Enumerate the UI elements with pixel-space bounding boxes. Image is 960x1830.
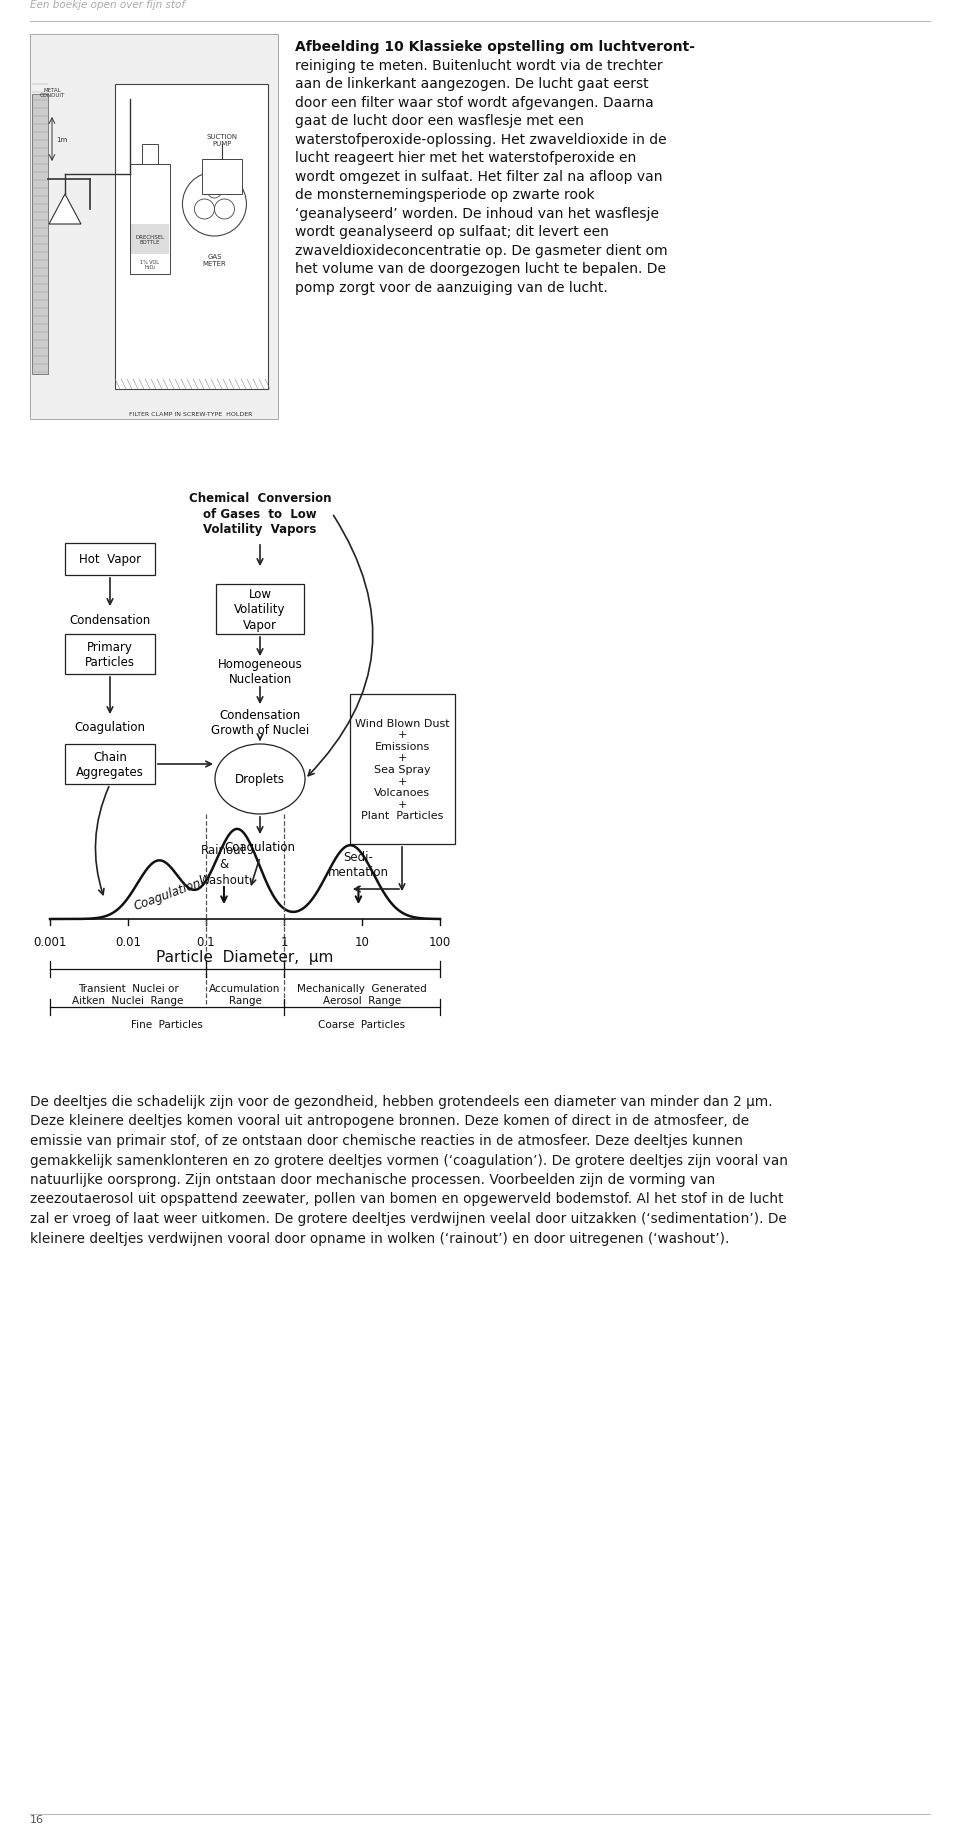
Text: Primary
Particles: Primary Particles <box>85 640 135 668</box>
Bar <box>32 95 48 375</box>
Text: 1: 1 <box>280 935 288 948</box>
Bar <box>65 544 155 576</box>
Text: 1% VOL
H₂O₂: 1% VOL H₂O₂ <box>140 260 159 271</box>
Text: door een filter waar stof wordt afgevangen. Daarna: door een filter waar stof wordt afgevang… <box>295 95 654 110</box>
Text: METAL
CONDUIT: METAL CONDUIT <box>39 88 64 99</box>
Text: waterstofperoxide-oplossing. Het zwaveldioxide in de: waterstofperoxide-oplossing. Het zwaveld… <box>295 132 666 146</box>
Text: Particle  Diameter,  μm: Particle Diameter, μm <box>156 950 334 964</box>
Text: 0.01: 0.01 <box>115 935 141 948</box>
Text: 1m: 1m <box>56 137 67 143</box>
Text: zeezoutaerosol uit opspattend zeewater, pollen van bomen en opgewerveld bodemsto: zeezoutaerosol uit opspattend zeewater, … <box>30 1191 783 1206</box>
Text: SUCTION
PUMP: SUCTION PUMP <box>206 134 238 146</box>
Polygon shape <box>49 194 81 225</box>
Text: het volume van de doorgezogen lucht te bepalen. De: het volume van de doorgezogen lucht te b… <box>295 262 666 276</box>
Text: 100: 100 <box>429 935 451 948</box>
Text: gemakkelijk samenklonteren en zo grotere deeltjes vormen (‘coagulation’). De gro: gemakkelijk samenklonteren en zo grotere… <box>30 1153 788 1168</box>
Text: Mechanically  Generated
Aerosol  Range: Mechanically Generated Aerosol Range <box>298 983 427 1005</box>
Bar <box>203 159 242 194</box>
Text: Homogeneous
Nucleation: Homogeneous Nucleation <box>218 657 302 686</box>
Bar <box>131 225 169 254</box>
Text: aan de linkerkant aangezogen. De lucht gaat eerst: aan de linkerkant aangezogen. De lucht g… <box>295 77 649 92</box>
Text: Droplets: Droplets <box>235 772 285 787</box>
Text: Condensation
Growth of Nuclei: Condensation Growth of Nuclei <box>211 708 309 737</box>
Text: Een boekje open over fijn stof: Een boekje open over fijn stof <box>30 0 185 9</box>
Text: Coagulation: Coagulation <box>75 721 146 734</box>
Text: Condensation: Condensation <box>69 613 151 626</box>
Text: DRECHSEL
BOTTLE: DRECHSEL BOTTLE <box>135 234 164 245</box>
Text: reiniging te meten. Buitenlucht wordt via de trechter: reiniging te meten. Buitenlucht wordt vi… <box>295 59 662 73</box>
Bar <box>216 584 304 635</box>
Bar <box>130 165 170 274</box>
Text: Accumulation
Range: Accumulation Range <box>209 983 280 1005</box>
Bar <box>65 635 155 675</box>
Text: Deze kleinere deeltjes komen vooral uit antropogene bronnen. Deze komen of direc: Deze kleinere deeltjes komen vooral uit … <box>30 1114 749 1127</box>
Text: Chain
Aggregates: Chain Aggregates <box>76 750 144 778</box>
Text: Chemical  Conversion
of Gases  to  Low
Volatility  Vapors: Chemical Conversion of Gases to Low Vola… <box>189 492 331 534</box>
Text: Sedi-
mentation: Sedi- mentation <box>328 851 389 878</box>
Text: kleinere deeltjes verdwijnen vooral door opname in wolken (‘rainout’) en door ui: kleinere deeltjes verdwijnen vooral door… <box>30 1232 730 1244</box>
Text: wordt geanalyseerd op sulfaat; dit levert een: wordt geanalyseerd op sulfaat; dit lever… <box>295 225 609 240</box>
Bar <box>115 84 268 390</box>
Text: pomp zorgt voor de aanzuiging van de lucht.: pomp zorgt voor de aanzuiging van de luc… <box>295 280 608 295</box>
Text: 10: 10 <box>354 935 370 948</box>
Text: Coagulation: Coagulation <box>132 877 204 913</box>
Text: Wind Blown Dust
+
Emissions
+
Sea Spray
+
Volcanoes
+
Plant  Particles: Wind Blown Dust + Emissions + Sea Spray … <box>354 717 449 822</box>
Text: lucht reageert hier met het waterstofperoxide en: lucht reageert hier met het waterstofper… <box>295 150 636 165</box>
Text: Fine  Particles: Fine Particles <box>132 1019 203 1030</box>
Bar <box>350 695 455 844</box>
Text: FILTER CLAMP IN SCREW-TYPE  HOLDER: FILTER CLAMP IN SCREW-TYPE HOLDER <box>130 412 252 417</box>
Text: GAS
METER: GAS METER <box>203 253 227 267</box>
Text: Coarse  Particles: Coarse Particles <box>319 1019 405 1030</box>
Text: Hot  Vapor: Hot Vapor <box>79 553 141 565</box>
Text: Coagulation: Coagulation <box>225 842 296 855</box>
Text: 16: 16 <box>30 1814 44 1825</box>
Text: emissie van primair stof, of ze ontstaan door chemische reacties in de atmosfeer: emissie van primair stof, of ze ontstaan… <box>30 1133 743 1147</box>
Text: ‘geanalyseerd’ worden. De inhoud van het wasflesje: ‘geanalyseerd’ worden. De inhoud van het… <box>295 207 659 220</box>
Bar <box>30 35 278 419</box>
Text: 0.001: 0.001 <box>34 935 66 948</box>
Text: Rainout
&
Washout: Rainout & Washout <box>199 844 250 886</box>
Text: wordt omgezet in sulfaat. Het filter zal na afloop van: wordt omgezet in sulfaat. Het filter zal… <box>295 170 662 183</box>
Text: Afbeelding 10 Klassieke opstelling om luchtveront-: Afbeelding 10 Klassieke opstelling om lu… <box>295 40 695 53</box>
Text: Low
Volatility
Vapor: Low Volatility Vapor <box>234 587 286 631</box>
Text: zwaveldioxideconcentratie op. De gasmeter dient om: zwaveldioxideconcentratie op. De gasmete… <box>295 243 667 258</box>
Bar <box>188 485 333 544</box>
Text: De deeltjes die schadelijk zijn voor de gezondheid, hebben grotendeels een diame: De deeltjes die schadelijk zijn voor de … <box>30 1094 773 1109</box>
Text: natuurlijke oorsprong. Zijn ontstaan door mechanische processen. Voorbeelden zij: natuurlijke oorsprong. Zijn ontstaan doo… <box>30 1173 715 1186</box>
Text: zal er vroeg of laat weer uitkomen. De grotere deeltjes verdwijnen veelal door u: zal er vroeg of laat weer uitkomen. De g… <box>30 1211 787 1226</box>
Text: 0.1: 0.1 <box>197 935 215 948</box>
Text: gaat de lucht door een wasflesje met een: gaat de lucht door een wasflesje met een <box>295 113 584 128</box>
Bar <box>65 745 155 785</box>
Bar <box>142 145 158 165</box>
Text: de monsternemingsperiode op zwarte rook: de monsternemingsperiode op zwarte rook <box>295 188 594 201</box>
Text: Transient  Nuclei or
Aitken  Nuclei  Range: Transient Nuclei or Aitken Nuclei Range <box>72 983 183 1005</box>
